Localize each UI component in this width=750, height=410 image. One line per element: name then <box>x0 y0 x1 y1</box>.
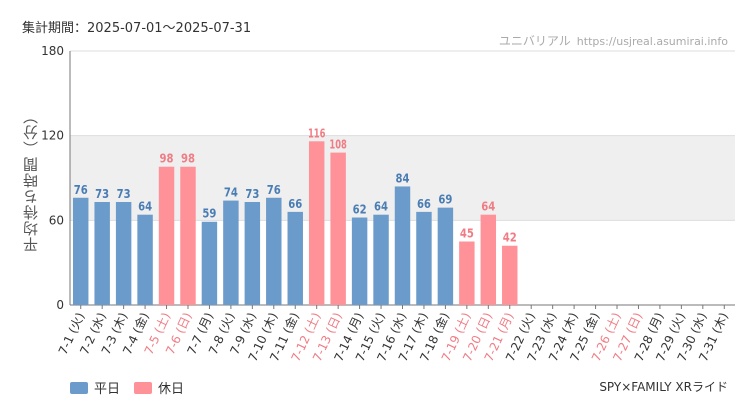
y-tick-label: 180 <box>41 44 64 58</box>
y-tick-label: 120 <box>41 129 64 143</box>
data-label: 108 <box>329 138 346 152</box>
data-label: 98 <box>181 152 195 166</box>
data-label: 64 <box>138 200 152 214</box>
chart-legend: 平日 休日 <box>70 378 184 397</box>
data-label: 42 <box>503 231 517 245</box>
bar <box>502 245 518 305</box>
legend-swatch-holiday <box>134 381 153 394</box>
legend-item-weekday: 平日 <box>70 378 120 397</box>
bar <box>373 214 389 305</box>
legend-item-holiday: 休日 <box>134 378 184 397</box>
bar <box>115 201 132 305</box>
data-label: 62 <box>353 203 367 217</box>
bar <box>351 217 368 305</box>
data-label: 98 <box>160 152 174 166</box>
data-label: 73 <box>245 187 259 201</box>
bar <box>330 152 346 305</box>
y-tick-label: 0 <box>56 298 64 312</box>
collection-period: 集計期間：2025-07-01〜2025-07-31 <box>22 21 252 36</box>
data-label: 76 <box>267 183 281 197</box>
data-label: 59 <box>202 207 216 221</box>
bar <box>287 211 303 305</box>
bar <box>480 214 497 305</box>
source-url[interactable]: https://usjreal.asumirai.info <box>576 35 728 48</box>
bar <box>244 201 261 305</box>
legend-label-holiday: 休日 <box>158 382 185 397</box>
bar <box>394 186 411 305</box>
ride-name: SPY×FAMILY XRライド <box>599 380 728 394</box>
data-label: 84 <box>396 171 410 185</box>
bar <box>266 197 282 305</box>
data-label: 45 <box>460 227 474 241</box>
bar <box>94 201 110 305</box>
data-label: 116 <box>308 126 325 140</box>
source-credit[interactable]: ユニバリアル https://usjreal.asumirai.info <box>499 32 728 49</box>
data-label: 64 <box>374 200 388 214</box>
data-label: 64 <box>481 200 495 214</box>
bar <box>459 241 475 305</box>
bar <box>73 197 89 305</box>
data-label: 66 <box>417 197 431 211</box>
data-label: 73 <box>95 187 109 201</box>
data-label: 74 <box>224 186 238 200</box>
legend-label-weekday: 平日 <box>94 382 121 397</box>
data-label: 69 <box>438 193 452 207</box>
source-name: ユニバリアル <box>498 34 571 48</box>
bar <box>416 211 432 305</box>
bar <box>201 221 218 305</box>
data-label: 66 <box>288 197 302 211</box>
y-tick-label: 60 <box>49 213 64 227</box>
bar <box>308 141 325 305</box>
bar <box>437 207 454 305</box>
bar <box>180 166 196 305</box>
data-label: 73 <box>117 187 131 201</box>
legend-swatch-weekday <box>70 381 88 394</box>
bar <box>137 214 153 305</box>
bar <box>158 166 175 305</box>
bar <box>223 200 239 305</box>
data-label: 76 <box>74 183 88 197</box>
